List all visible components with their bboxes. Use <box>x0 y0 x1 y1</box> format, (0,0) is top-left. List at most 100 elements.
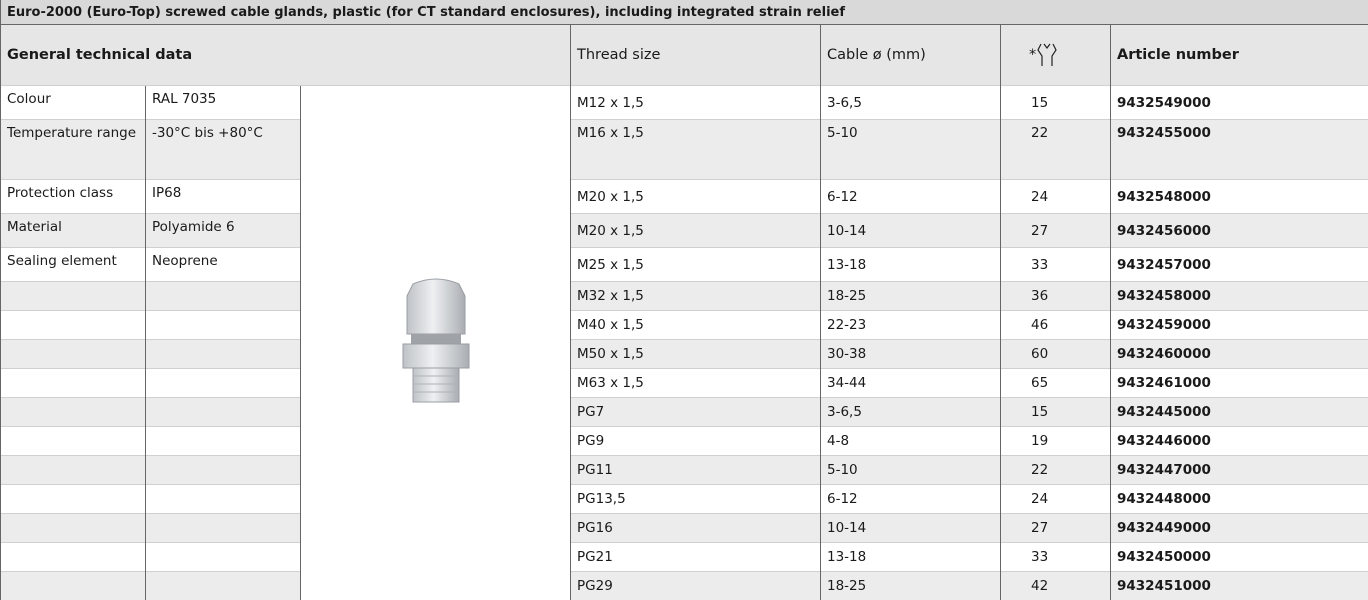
wrench-size: 36 <box>1001 282 1111 311</box>
wrench-size: 33 <box>1001 543 1111 572</box>
cable-diameter: 5-10 <box>821 456 1001 485</box>
empty-cell <box>146 311 301 340</box>
thread-size: PG7 <box>571 398 821 427</box>
wrench-size: 42 <box>1001 572 1111 600</box>
page: Euro-2000 (Euro-Top) screwed cable gland… <box>0 0 1368 572</box>
cable-diameter: 13-18 <box>821 543 1001 572</box>
empty-cell <box>146 543 301 572</box>
wrench-star: * <box>1029 47 1036 63</box>
empty-cell <box>1 340 146 369</box>
article-number: 9432447000 <box>1111 456 1368 485</box>
thread-size: PG29 <box>571 572 821 600</box>
empty-cell <box>146 572 301 600</box>
wrench-size: 19 <box>1001 427 1111 456</box>
general-label: Material <box>1 214 146 248</box>
wrench-size: 27 <box>1001 214 1111 248</box>
article-number: 9432449000 <box>1111 514 1368 543</box>
header-wrench: * <box>1001 25 1111 86</box>
article-number: 9432457000 <box>1111 248 1368 282</box>
header-row: General technical data Thread size Cable… <box>1 25 1368 86</box>
image-cell <box>301 86 571 600</box>
general-label: Colour <box>1 86 146 120</box>
thread-size: M25 x 1,5 <box>571 248 821 282</box>
cable-diameter: 22-23 <box>821 311 1001 340</box>
empty-cell <box>146 514 301 543</box>
wrench-size: 33 <box>1001 248 1111 282</box>
header-cable: Cable ø (mm) <box>821 25 1001 86</box>
thread-size: PG16 <box>571 514 821 543</box>
general-value: Neoprene <box>146 248 301 282</box>
wrench-size: 22 <box>1001 120 1111 180</box>
header-general: General technical data <box>1 25 571 86</box>
empty-cell <box>1 398 146 427</box>
empty-cell <box>1 456 146 485</box>
general-label: Temperature range <box>1 120 146 180</box>
wrench-size: 46 <box>1001 311 1111 340</box>
thread-size: M12 x 1,5 <box>571 86 821 120</box>
cable-diameter: 10-14 <box>821 514 1001 543</box>
thread-size: PG21 <box>571 543 821 572</box>
cable-diameter: 4-8 <box>821 427 1001 456</box>
empty-cell <box>1 543 146 572</box>
article-number: 9432455000 <box>1111 120 1368 180</box>
article-number: 9432548000 <box>1111 180 1368 214</box>
general-value: -30°C bis +80°C <box>146 120 301 180</box>
empty-cell <box>1 572 146 600</box>
article-number: 9432458000 <box>1111 282 1368 311</box>
wrench-size: 15 <box>1001 398 1111 427</box>
wrench-size: 27 <box>1001 514 1111 543</box>
thread-size: M20 x 1,5 <box>571 180 821 214</box>
article-number: 9432450000 <box>1111 543 1368 572</box>
cable-diameter: 13-18 <box>821 248 1001 282</box>
wrench-size: 15 <box>1001 86 1111 120</box>
empty-cell <box>1 427 146 456</box>
cable-diameter: 30-38 <box>821 340 1001 369</box>
article-number: 9432448000 <box>1111 485 1368 514</box>
empty-cell <box>1 514 146 543</box>
thread-size: M20 x 1,5 <box>571 214 821 248</box>
cable-diameter: 6-12 <box>821 180 1001 214</box>
article-number: 9432460000 <box>1111 340 1368 369</box>
empty-cell <box>146 485 301 514</box>
general-value: IP68 <box>146 180 301 214</box>
general-value: Polyamide 6 <box>146 214 301 248</box>
empty-cell <box>1 282 146 311</box>
cable-diameter: 3-6,5 <box>821 398 1001 427</box>
thread-size: M16 x 1,5 <box>571 120 821 180</box>
article-number: 9432456000 <box>1111 214 1368 248</box>
article-number: 9432549000 <box>1111 86 1368 120</box>
general-label: Protection class <box>1 180 146 214</box>
thread-size: PG11 <box>571 456 821 485</box>
general-label: Sealing element <box>1 248 146 282</box>
thread-size: PG9 <box>571 427 821 456</box>
thread-size: M40 x 1,5 <box>571 311 821 340</box>
article-number: 9432451000 <box>1111 572 1368 600</box>
wrench-size: 24 <box>1001 485 1111 514</box>
article-number: 9432461000 <box>1111 369 1368 398</box>
cable-diameter: 18-25 <box>821 282 1001 311</box>
wrench-size: 24 <box>1001 180 1111 214</box>
gland-image <box>391 276 481 406</box>
article-number: 9432459000 <box>1111 311 1368 340</box>
thread-size: M32 x 1,5 <box>571 282 821 311</box>
general-value: RAL 7035 <box>146 86 301 120</box>
header-thread: Thread size <box>571 25 821 86</box>
title-row: Euro-2000 (Euro-Top) screwed cable gland… <box>1 0 1368 25</box>
empty-cell <box>146 456 301 485</box>
header-article: Article number <box>1111 25 1368 86</box>
